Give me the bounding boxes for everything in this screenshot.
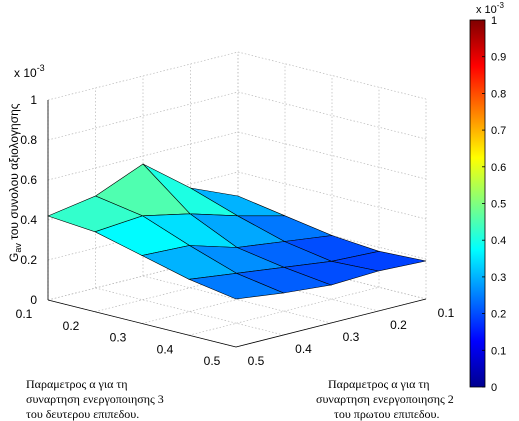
svg-text:του πρωτου επιπεδου.: του πρωτου επιπεδου. (334, 407, 440, 421)
z-tick-label: 0.8 (20, 133, 37, 147)
colorbar-tick-label: 0 (491, 382, 497, 394)
z-gridline (47, 51, 427, 101)
colorbar-tick-label: 0.7 (491, 125, 506, 137)
z-tick-label: 0.2 (20, 253, 37, 267)
floor-gridline (141, 275, 333, 324)
colorbar-tick-labels: 0 0.1 0.2 0.3 0.4 0.5 0.6 0.7 0.8 0.9 1 (482, 15, 506, 394)
floor-gridline (142, 275, 332, 324)
y-tick-label: 0.3 (110, 331, 127, 345)
z-tick-label: 0 (30, 293, 37, 307)
svg-text:Παραμετρος α για τη: Παραμετρος α για τη (26, 377, 127, 391)
svg-text:του δευτερου επιπεδου.: του δευτερου επιπεδου. (26, 407, 139, 421)
y-tick-label: 0.1 (16, 307, 33, 321)
z-gridline (47, 91, 427, 141)
z-gridline (47, 131, 427, 181)
z-tick-label: 0.4 (20, 213, 37, 227)
z-multiplier: x 10-3 (14, 63, 45, 80)
floor-gridline (188, 286, 380, 336)
y-tick-label: 0.2 (63, 319, 80, 333)
x-axis-label: Παραμετρος α για τη συναρτηση ενεργοποιη… (316, 377, 454, 421)
floor-gridline (95, 287, 284, 336)
colorbar-tick-label: 1 (491, 15, 497, 27)
svg-text:συναρτηση ενεργοποιησης 3: συναρτηση ενεργοποιησης 3 (26, 392, 164, 406)
colorbar-tick-label: 0.9 (491, 52, 506, 64)
colorbar-multiplier: x 10-3 (476, 1, 504, 16)
colorbar-tick-label: 0.8 (491, 88, 506, 100)
x-tick-label: 0.1 (438, 306, 455, 320)
x-tick-label: 0.3 (343, 330, 360, 344)
y-tick-label: 0.4 (157, 342, 174, 356)
surface-cell (187, 272, 285, 300)
x-axis-line (235, 298, 427, 348)
z-tick-labels: 0 0.2 0.4 0.6 0.8 1 (20, 93, 37, 307)
colorbar-tick-label: 0.3 (491, 272, 506, 284)
colorbar-tick-label: 0.1 (491, 345, 506, 357)
z-tick-label: 0.6 (20, 173, 37, 187)
x-tick-labels: 0.1 0.2 0.3 0.4 0.5 (248, 306, 455, 368)
y-axis-label: Παραμετρος α για τη συναρτηση ενεργοποιη… (26, 377, 164, 421)
svg-text:συναρτηση ενεργοποιησης 2: συναρτηση ενεργοποιησης 2 (316, 392, 454, 406)
x-tick-label: 0.2 (390, 318, 407, 332)
colorbar-tick-label: 0.6 (491, 162, 506, 174)
x-tick-label: 0.4 (295, 342, 312, 356)
surface-mesh (47, 163, 427, 300)
floor-gridline (94, 263, 286, 313)
floor-gridline (47, 251, 239, 301)
y-axis-line (47, 299, 237, 348)
colorbar-tick-label: 0.2 (491, 309, 506, 321)
z-tick-label: 1 (30, 93, 37, 107)
colorbar-tick-label: 0.5 (491, 199, 506, 211)
colorbar-tick-label: 0.4 (491, 235, 506, 247)
y-tick-labels: 0.1 0.2 0.3 0.4 0.5 (16, 307, 221, 368)
svg-text:Παραμετρος α για τη: Παραμετρος α για τη (328, 377, 429, 391)
x-tick-label: 0.5 (248, 354, 265, 368)
y-tick-label: 0.5 (204, 354, 221, 368)
axis-lines (47, 100, 427, 348)
z-axis-label: Gav του συνολου αξιολογησης (7, 103, 23, 262)
